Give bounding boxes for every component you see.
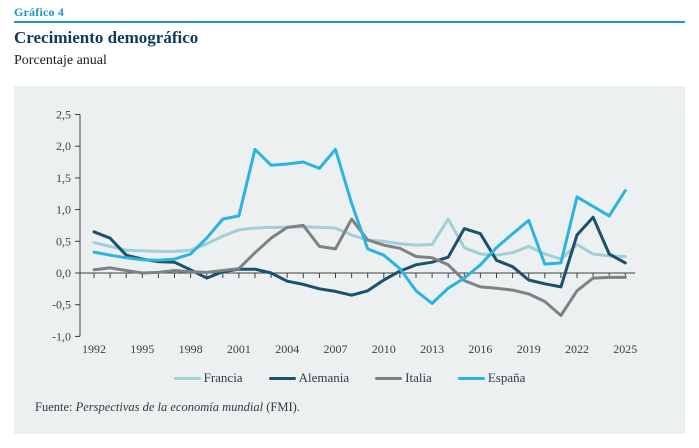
y-tick-label: 2,5 xyxy=(56,108,71,122)
page-title: Crecimiento demográfico xyxy=(14,28,199,47)
legend-label-francia: Francia xyxy=(203,370,243,385)
x-tick-label: 2010 xyxy=(372,342,396,356)
y-tick-label: 2,0 xyxy=(56,139,71,153)
y-tick-label: 0,5 xyxy=(56,234,71,248)
header-rule xyxy=(14,21,685,23)
legend-item-espana: España xyxy=(457,370,526,386)
source-suffix: (FMI). xyxy=(263,400,300,414)
series-line-espana xyxy=(92,147,627,305)
source-title: Perspectivas de la economía mundial xyxy=(75,400,264,414)
chart-legend: Francia Alemania Italia España xyxy=(14,370,685,386)
x-tick-label: 2016 xyxy=(468,342,492,356)
source-note: Fuente: Perspectivas de la economía mund… xyxy=(35,400,300,415)
x-tick-label: 2013 xyxy=(420,342,444,356)
x-tick-label: 2025 xyxy=(613,342,637,356)
series-line-italia xyxy=(92,217,627,317)
chart-kicker: Gráfico 4 xyxy=(14,5,65,19)
legend-item-alemania: Alemania xyxy=(268,370,350,386)
series-line-francia xyxy=(92,217,627,261)
x-tick-label: 1992 xyxy=(82,342,106,356)
legend-item-italia: Italia xyxy=(375,370,432,386)
x-tick-label: 2004 xyxy=(275,342,299,356)
chart-subtitle: Porcentaje anual xyxy=(14,53,107,68)
x-tick-label: 2019 xyxy=(517,342,541,356)
legend-swatch-francia xyxy=(173,376,201,380)
legend-swatch-alemania xyxy=(268,376,296,380)
series-line-alemania xyxy=(92,215,627,297)
legend-label-alemania: Alemania xyxy=(298,370,350,385)
legend-item-francia: Francia xyxy=(173,370,243,386)
source-prefix: Fuente: xyxy=(35,400,76,414)
legend-label-espana: España xyxy=(487,370,526,385)
x-tick-label: 1998 xyxy=(179,342,203,356)
y-tick-label: -0,5 xyxy=(52,298,71,312)
legend-swatch-italia xyxy=(375,376,403,380)
legend-swatch-espana xyxy=(457,376,485,380)
y-tick-label: -1,0 xyxy=(52,329,71,343)
line-chart: 2,5 2,0 1,5 1,0 0,5 0,0 -0,5 -1,0 1992 1995 1998 20… xyxy=(52,108,637,357)
y-tick-label: 1,0 xyxy=(56,203,71,217)
x-tick-label: 2007 xyxy=(324,342,348,356)
legend-label-italia: Italia xyxy=(405,370,432,385)
x-tick-label: 2001 xyxy=(227,342,251,356)
x-tick-label: 1995 xyxy=(130,342,154,356)
chart-panel: 2,5 2,0 1,5 1,0 0,5 0,0 -0,5 -1,0 1992 1995 1998 20… xyxy=(14,86,685,434)
y-tick-label: 1,5 xyxy=(56,171,71,185)
x-tick-label: 2022 xyxy=(565,342,589,356)
y-tick-label: 0,0 xyxy=(56,266,71,280)
